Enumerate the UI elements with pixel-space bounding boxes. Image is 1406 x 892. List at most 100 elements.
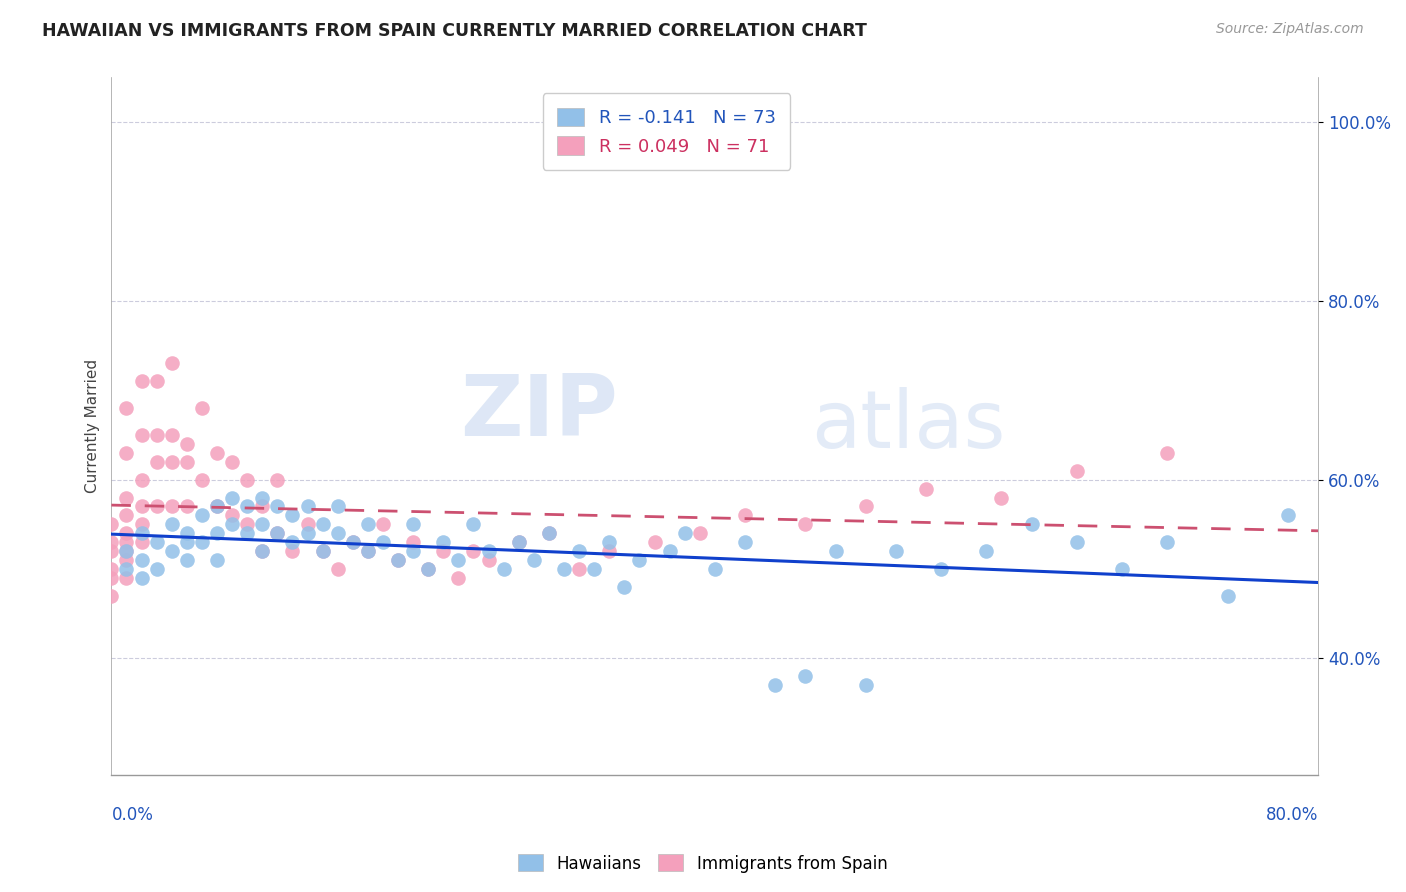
Point: [477, 553, 499, 567]
Point: [176, 535, 198, 549]
Point: [357, 517, 380, 532]
Point: [990, 491, 1012, 505]
Point: [236, 526, 259, 541]
Point: [734, 508, 756, 523]
Point: [598, 535, 620, 549]
Point: [281, 535, 304, 549]
Point: [794, 669, 817, 683]
Point: [115, 535, 138, 549]
Point: [236, 517, 259, 532]
Point: [387, 553, 409, 567]
Point: [115, 544, 138, 558]
Point: [794, 517, 817, 532]
Point: [191, 401, 214, 416]
Point: [644, 535, 666, 549]
Point: [160, 428, 183, 442]
Point: [463, 517, 485, 532]
Point: [568, 544, 591, 558]
Point: [252, 544, 274, 558]
Point: [537, 526, 560, 541]
Point: [160, 455, 183, 469]
Point: [266, 526, 288, 541]
Point: [763, 678, 786, 692]
Point: [205, 553, 228, 567]
Point: [1156, 446, 1178, 460]
Point: [1216, 589, 1239, 603]
Point: [1066, 535, 1088, 549]
Point: [929, 562, 952, 576]
Point: [145, 562, 167, 576]
Point: [160, 544, 183, 558]
Point: [100, 589, 122, 603]
Point: [115, 562, 138, 576]
Point: [221, 517, 243, 532]
Point: [1277, 508, 1299, 523]
Point: [734, 535, 756, 549]
Point: [311, 517, 333, 532]
Point: [537, 526, 560, 541]
Point: [673, 526, 696, 541]
Point: [131, 517, 153, 532]
Point: [1156, 535, 1178, 549]
Point: [221, 508, 243, 523]
Point: [418, 562, 440, 576]
Point: [297, 526, 319, 541]
Point: [115, 508, 138, 523]
Point: [236, 500, 259, 514]
Point: [1066, 464, 1088, 478]
Point: [658, 544, 681, 558]
Point: [463, 544, 485, 558]
Point: [703, 562, 725, 576]
Point: [115, 446, 138, 460]
Text: atlas: atlas: [811, 387, 1005, 465]
Point: [176, 526, 198, 541]
Point: [266, 473, 288, 487]
Point: [447, 553, 470, 567]
Legend: Hawaiians, Immigrants from Spain: Hawaiians, Immigrants from Spain: [512, 847, 894, 880]
Point: [176, 500, 198, 514]
Point: [115, 491, 138, 505]
Point: [115, 526, 138, 541]
Point: [523, 553, 546, 567]
Point: [145, 500, 167, 514]
Point: [628, 553, 651, 567]
Point: [432, 535, 454, 549]
Point: [553, 562, 575, 576]
Point: [326, 562, 349, 576]
Point: [297, 500, 319, 514]
Point: [160, 356, 183, 370]
Point: [176, 437, 198, 451]
Point: [266, 526, 288, 541]
Point: [145, 455, 167, 469]
Point: [115, 553, 138, 567]
Point: [236, 473, 259, 487]
Point: [145, 535, 167, 549]
Point: [176, 455, 198, 469]
Point: [176, 553, 198, 567]
Point: [689, 526, 711, 541]
Point: [884, 544, 907, 558]
Point: [418, 562, 440, 576]
Point: [131, 500, 153, 514]
Point: [357, 544, 380, 558]
Text: 80.0%: 80.0%: [1265, 806, 1319, 824]
Point: [477, 544, 499, 558]
Legend: R = -0.141   N = 73, R = 0.049   N = 71: R = -0.141 N = 73, R = 0.049 N = 71: [543, 94, 790, 170]
Point: [613, 580, 636, 594]
Point: [508, 535, 530, 549]
Point: [131, 553, 153, 567]
Point: [131, 535, 153, 549]
Point: [131, 473, 153, 487]
Point: [342, 535, 364, 549]
Point: [100, 544, 122, 558]
Point: [252, 491, 274, 505]
Point: [432, 544, 454, 558]
Point: [492, 562, 515, 576]
Point: [205, 500, 228, 514]
Point: [1021, 517, 1043, 532]
Point: [281, 544, 304, 558]
Point: [326, 500, 349, 514]
Point: [387, 553, 409, 567]
Point: [115, 571, 138, 585]
Point: [252, 517, 274, 532]
